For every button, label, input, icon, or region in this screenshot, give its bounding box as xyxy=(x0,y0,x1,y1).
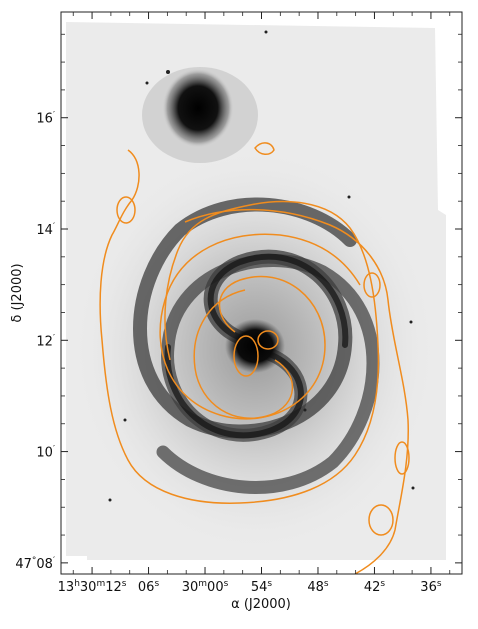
y-tick-label: 10′ xyxy=(36,445,55,461)
contour-inner-arm-2 xyxy=(193,289,294,420)
x-tick-label: 54s xyxy=(251,579,273,595)
y-axis-ticks: 47°08′ 10′ 12′ 14′ 16′ xyxy=(15,33,462,572)
contour-knot-southeast xyxy=(368,504,394,536)
contour-inner-arm-1 xyxy=(159,233,361,420)
x-axis-label: α (J2000) xyxy=(231,597,291,612)
y-tick-label: 14′ xyxy=(36,222,55,238)
y-tick-label: 16′ xyxy=(36,111,55,127)
contour-core-2 xyxy=(257,330,279,350)
y-axis-label: δ (J2000) xyxy=(10,263,25,322)
galaxy-core xyxy=(225,319,285,373)
contour-overlay xyxy=(99,142,410,574)
galaxy-image xyxy=(66,22,446,560)
contour-knot-northeast xyxy=(363,272,381,298)
contour-outer-envelope xyxy=(99,149,380,504)
x-tick-label: 13h30m12s xyxy=(58,579,127,595)
x-axis-ticks: 13h30m12s 06s 30m00s 54s 48s 42s 36s xyxy=(58,12,451,595)
contour-core-1 xyxy=(233,335,259,377)
x-tick-label: 42s xyxy=(364,579,386,595)
x-tick-label: 06s xyxy=(138,579,160,595)
y-tick-label: 47°08′ xyxy=(15,556,55,572)
contour-north-clump xyxy=(254,142,275,155)
contour-knot-west xyxy=(116,196,136,224)
x-tick-label: 48s xyxy=(307,579,329,595)
x-tick-label: 36s xyxy=(420,579,442,595)
companion-galaxy-core xyxy=(162,68,234,148)
star-dots xyxy=(108,30,415,502)
y-tick-label: 12′ xyxy=(36,333,55,349)
contour-knot-east xyxy=(394,441,410,475)
x-tick-label: 30m00s xyxy=(182,579,229,595)
contour-outer-arm xyxy=(184,208,410,574)
